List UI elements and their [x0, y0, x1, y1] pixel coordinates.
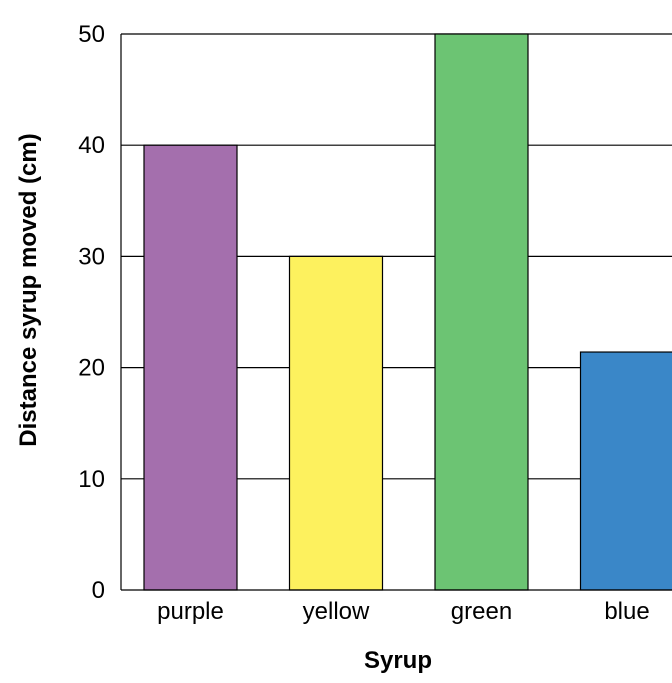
x-tick-label-purple: purple: [157, 598, 224, 625]
x-axis-title: Syrup: [364, 647, 432, 674]
bar-yellow: [290, 256, 383, 590]
bar-blue: [581, 352, 672, 590]
y-tick-label-10: 10: [78, 466, 105, 493]
bars: [144, 34, 672, 590]
y-tick-label-40: 40: [78, 132, 105, 159]
bar-green: [435, 34, 528, 590]
y-tick-label-50: 50: [78, 21, 105, 48]
y-tick-label-0: 0: [92, 577, 105, 604]
x-tick-label-yellow: yellow: [303, 598, 370, 625]
bar-purple: [144, 145, 237, 590]
x-tick-label-green: green: [451, 598, 512, 625]
x-tick-labels: purple yellow green blue: [157, 598, 650, 625]
y-axis-title: Distance syrup moved (cm): [15, 133, 42, 446]
y-tick-label-20: 20: [78, 355, 105, 382]
y-tick-label-30: 30: [78, 243, 105, 270]
y-tick-labels: 0 10 20 30 40 50: [78, 21, 105, 604]
x-tick-label-blue: blue: [604, 598, 649, 625]
